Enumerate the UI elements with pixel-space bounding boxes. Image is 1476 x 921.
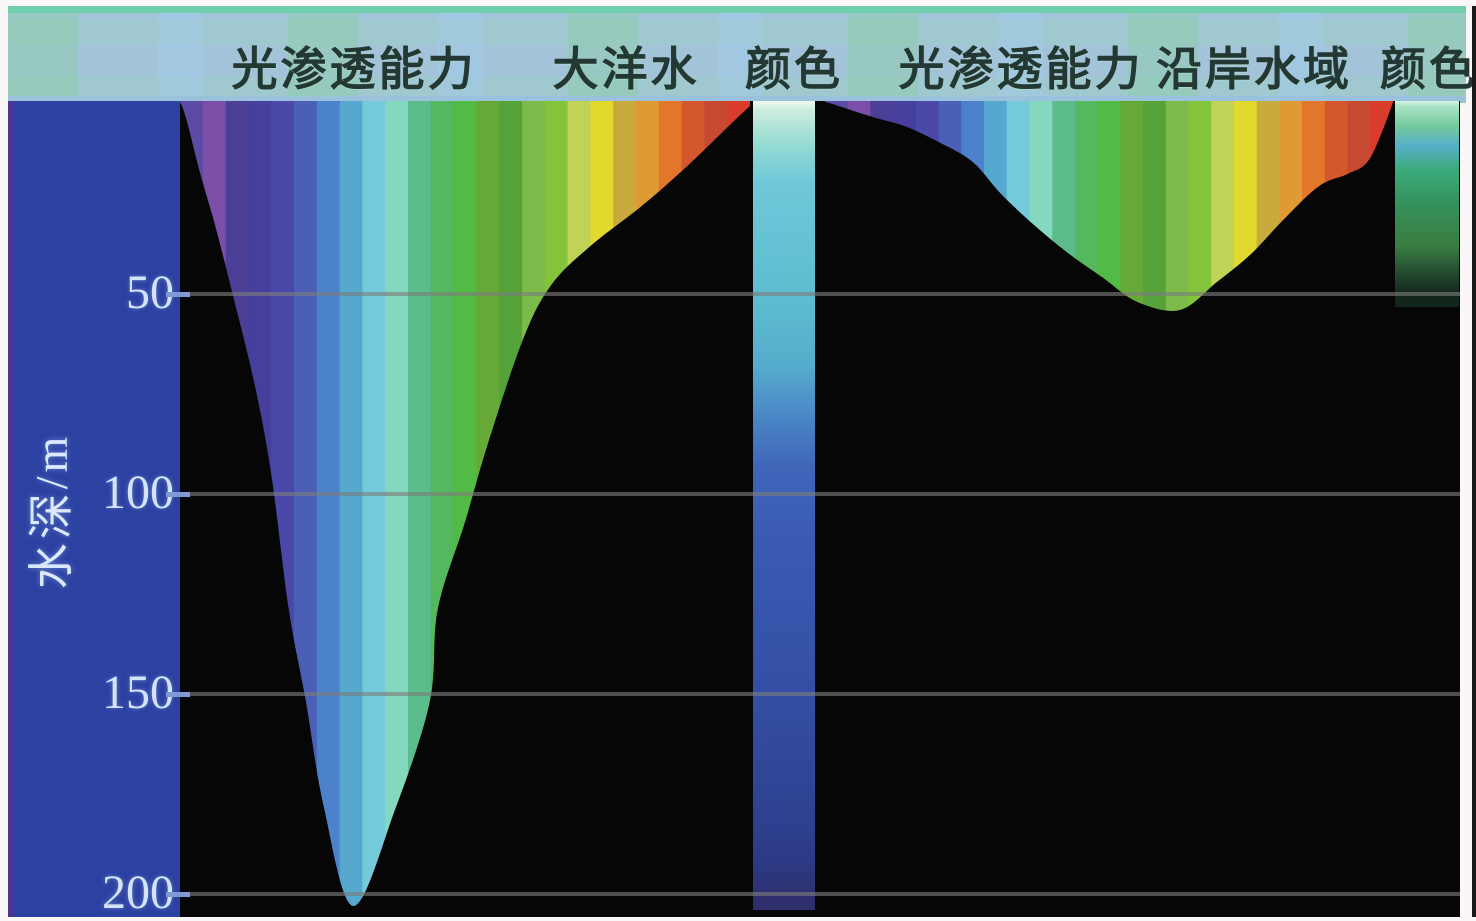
spectrum-band <box>362 101 386 917</box>
depth-axis-panel: 水深/m 50 100 150 200 <box>8 101 180 917</box>
gridline-200m <box>180 892 1460 896</box>
tick-mark-150m <box>166 692 190 697</box>
depth-tick-label-150: 150 <box>102 666 174 719</box>
ocean-water-color-bar <box>753 101 815 910</box>
right-edge-sliver <box>1472 6 1476 917</box>
tick-mark-50m <box>166 292 190 297</box>
depth-tick-label-100: 100 <box>102 466 174 519</box>
gridline-50m <box>180 292 1460 296</box>
coastal-water-color-bar <box>1395 101 1459 307</box>
header-label-coastal-waters: 沿岸水域 <box>1156 44 1352 95</box>
depth-axis-title: 水深/m <box>26 432 77 590</box>
plot-area: 水深/m 50 100 150 200 <box>8 101 1466 917</box>
axis-left-edge-line <box>8 101 13 917</box>
header-label-color-ocean: 颜色 <box>745 44 843 95</box>
tick-mark-100m <box>166 492 190 497</box>
spectrum-band <box>408 101 432 917</box>
tick-mark-200m <box>166 892 190 897</box>
coastal-water-light-penetration-dark-region <box>825 102 1393 917</box>
header-bar: 光渗透能力 大洋水 颜色 光渗透能力 沿岸水域 颜色 <box>8 6 1475 103</box>
header-label-ocean-water: 大洋水 <box>552 44 700 95</box>
header-divider-strip <box>8 96 1466 101</box>
header-label-light-penetration-coastal: 光渗透能力 <box>898 44 1144 95</box>
ocean-water-spectrum-chart <box>180 101 750 917</box>
ocean-water-light-penetration-dark-region <box>180 102 750 917</box>
spectrum-band <box>339 101 363 917</box>
coastal-water-spectrum-chart <box>825 101 1393 917</box>
coastal-water-light-penetration-svg <box>825 101 1393 917</box>
gridline-150m <box>180 692 1460 696</box>
gridline-100m <box>180 492 1460 496</box>
spectrum-band <box>316 101 341 917</box>
depth-tick-label-200: 200 <box>102 866 174 918</box>
header-label-color-coastal: 颜色 <box>1380 44 1476 95</box>
header-label-light-penetration-ocean: 光渗透能力 <box>231 44 477 95</box>
ocean-water-light-penetration-svg <box>180 101 750 917</box>
spectrum-band <box>385 101 409 917</box>
